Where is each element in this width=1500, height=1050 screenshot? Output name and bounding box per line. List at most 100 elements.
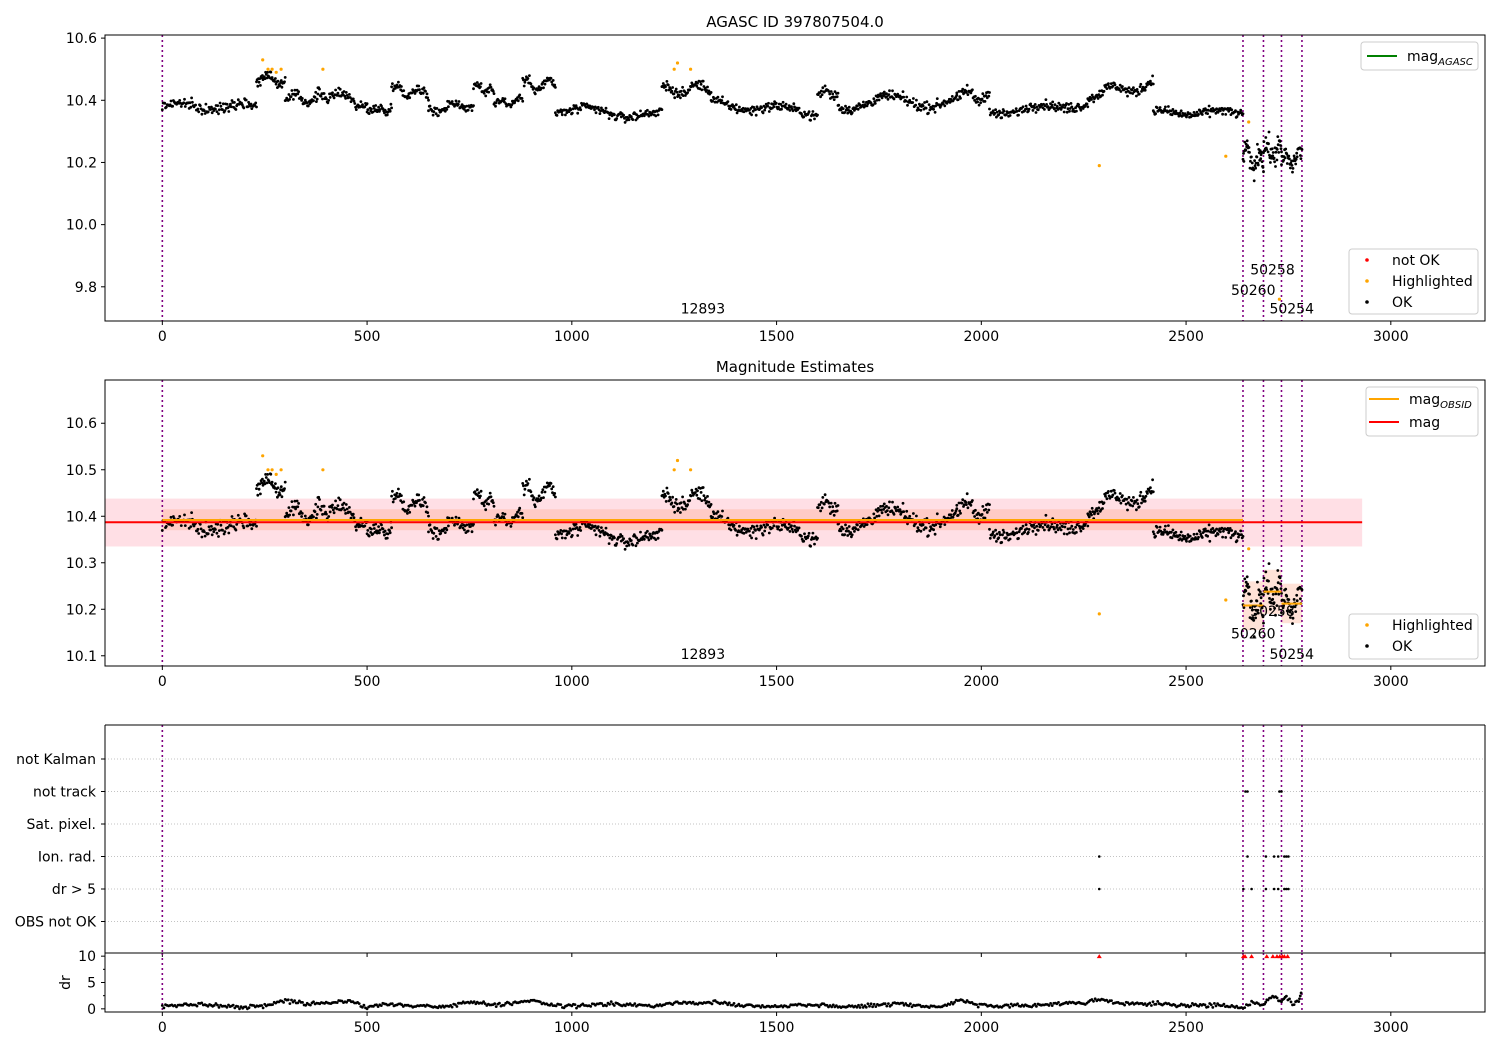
ok-point: [279, 79, 283, 82]
ok-point: [705, 89, 709, 92]
ok-point: [850, 533, 854, 537]
dr-axis-label: dr: [58, 975, 74, 990]
ok-point: [207, 525, 211, 529]
ok-point: [1127, 86, 1131, 89]
ok-point: [1239, 108, 1243, 112]
ok-point: [470, 109, 474, 112]
ok-point: [835, 95, 839, 99]
dr-point: [357, 1002, 361, 1005]
ok-point: [846, 111, 850, 115]
ok-point: [1034, 111, 1038, 114]
ok-point: [1113, 83, 1117, 87]
ok-point: [604, 106, 608, 110]
dr-point: [872, 1002, 876, 1006]
ok-point: [707, 89, 711, 93]
dr-clipped-marker: [1096, 954, 1102, 959]
y-tick-label: 0: [87, 1002, 96, 1018]
ok-point: [752, 525, 756, 529]
ok-point: [229, 105, 233, 109]
ok-point: [160, 108, 164, 112]
ok-point: [1086, 105, 1090, 109]
ok-point: [1090, 506, 1094, 510]
dr-point: [1211, 1006, 1215, 1009]
ok-point: [179, 105, 183, 108]
ok-point: [832, 95, 835, 99]
ok-point: [529, 82, 533, 86]
ok-point: [1078, 524, 1081, 528]
ok-point: [312, 99, 315, 103]
dr-point: [831, 1003, 835, 1007]
ok-point: [622, 537, 625, 540]
ok-point: [689, 85, 693, 89]
ok-point: [1002, 109, 1006, 113]
ok-point: [427, 98, 430, 102]
ok-point: [1107, 82, 1110, 85]
ok-point: [762, 523, 766, 527]
ok-point: [1257, 593, 1261, 597]
ok-point: [1101, 93, 1104, 97]
ok-point: [1111, 84, 1115, 88]
ok-point: [606, 111, 610, 115]
ok-point: [551, 485, 555, 488]
ok-point: [1014, 527, 1018, 530]
ok-point: [264, 476, 268, 479]
ok-point: [425, 505, 429, 509]
ok-point: [560, 536, 564, 540]
ok-point: [1081, 107, 1085, 110]
highlighted-point: [1097, 164, 1101, 168]
ok-point: [696, 489, 699, 493]
ok-point: [1058, 526, 1061, 530]
dr-point: [787, 1005, 791, 1009]
ok-point: [839, 529, 843, 533]
ok-point: [790, 524, 793, 528]
ok-point: [886, 97, 890, 101]
flag-point: [1250, 887, 1253, 891]
ok-point: [816, 536, 819, 540]
ok-point: [402, 500, 406, 504]
ok-point: [259, 84, 262, 87]
ok-point: [832, 513, 836, 517]
ok-point: [548, 484, 551, 488]
ok-point: [1239, 529, 1243, 533]
ok-point: [833, 90, 837, 93]
ok-point: [338, 498, 342, 502]
ok-point: [912, 97, 915, 100]
dr-point: [296, 1001, 300, 1005]
ok-point: [484, 508, 488, 512]
ok-point: [223, 530, 227, 534]
ok-point: [958, 509, 962, 513]
ok-point: [1276, 143, 1280, 147]
ok-point: [1101, 507, 1104, 510]
ok-point: [479, 489, 483, 493]
ok-point: [634, 544, 638, 548]
ok-point: [274, 482, 277, 485]
dr-point: [874, 1005, 878, 1008]
ok-point: [994, 108, 997, 111]
ok-point: [1063, 525, 1067, 529]
ok-point: [1234, 530, 1237, 534]
ok-point: [169, 99, 173, 103]
ok-point: [1059, 528, 1063, 532]
ok-point: [1135, 498, 1139, 502]
ok-point: [1275, 604, 1279, 607]
ok-point: [385, 113, 389, 117]
ok-point: [793, 524, 796, 528]
dr-clipped-marker: [1281, 954, 1287, 959]
ok-point: [820, 506, 824, 510]
dr-point: [1264, 1000, 1268, 1004]
ok-point: [1272, 156, 1276, 160]
ok-point: [197, 110, 201, 114]
ok-point: [772, 105, 776, 109]
ok-point: [1071, 107, 1075, 111]
ok-point: [788, 109, 792, 112]
ok-point: [569, 108, 573, 112]
ok-point: [1118, 83, 1122, 87]
ok-point: [1125, 87, 1129, 91]
ok-point: [915, 98, 918, 102]
ok-point: [914, 103, 918, 107]
flag-point: [1272, 855, 1276, 858]
ok-point: [1241, 157, 1245, 161]
ok-point: [953, 511, 957, 515]
ok-point: [969, 91, 973, 95]
ok-point: [352, 516, 356, 520]
